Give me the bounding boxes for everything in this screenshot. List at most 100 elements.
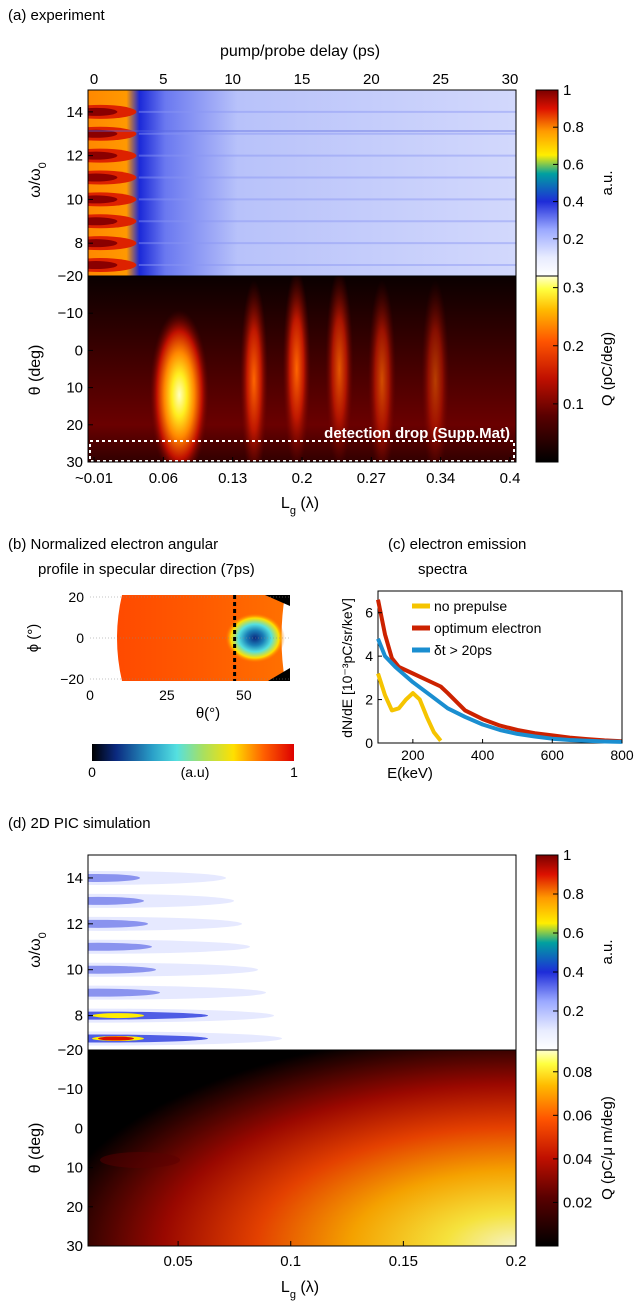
panel-a-xlabel: Lg (λ) (281, 495, 319, 517)
panel-c-label-2: spectra (418, 561, 468, 578)
cbar-tick-label: 0.2 (563, 231, 584, 248)
lower-y-tick-label: 10 (66, 380, 83, 397)
harmonic-band (88, 965, 156, 974)
harmonic-halo (88, 962, 258, 977)
panel-c-y-tick: 6 (365, 605, 373, 621)
lower-y-tick-label: −20 (58, 1042, 83, 1059)
upper-y-tick-label: 14 (66, 104, 83, 121)
panel-a-lower-ylabel: θ (deg) (27, 345, 44, 396)
cbar-tick-label: 0.1 (563, 396, 584, 413)
panel-c-x-tick: 200 (401, 747, 425, 763)
cbar-tick-label: 0.3 (563, 280, 584, 297)
upper-y-tick-label: 8 (75, 1008, 83, 1025)
bottom-tick-label: 0.2 (292, 470, 313, 487)
panel-a-colorbar-upper (535, 89, 559, 277)
top-tick-label: 30 (502, 71, 519, 88)
harmonic-halo (88, 985, 266, 1000)
harmonic-band (88, 919, 148, 928)
panel-a-label: (a) experiment (8, 7, 106, 24)
panel-b-heatmap (90, 595, 290, 681)
panel-c-ticks: 0 2 4 6 200 400 600 800 (365, 605, 634, 763)
panel-c-x-tick: 600 (541, 747, 565, 763)
bottom-tick-label: ~0.01 (75, 470, 113, 487)
panel-c-y-tick: 0 (365, 735, 373, 751)
bottom-tick-label: 0.15 (389, 1253, 418, 1270)
panel-d-charge-heatmap (88, 1050, 516, 1246)
harmonic-band (88, 988, 160, 997)
panel-b-cbar-label: (a.u) (181, 764, 210, 780)
harmonic-halo (88, 916, 242, 931)
panel-d: (d) 2D PIC simulation 14 12 10 8 −20 −10 0 10 20… (8, 815, 616, 1301)
upper-y-tick-label: 8 (75, 235, 83, 252)
harmonic-band-core (88, 217, 118, 226)
harmonic-peak-core (98, 1036, 134, 1041)
cbar-tick-label: 1 (563, 847, 571, 864)
panel-d-lower-ylabel: θ (deg) (27, 1123, 44, 1174)
panel-d-cbar-upper-label: a.u. (599, 939, 616, 964)
panel-b-x-tick: 50 (236, 687, 252, 703)
charge-maximum (149, 310, 210, 462)
top-tick-label: 5 (159, 71, 167, 88)
bottom-tick-label: 0.06 (149, 470, 178, 487)
panel-c-ylabel: dN/dE [10⁻³pC/sr/keV] (339, 598, 355, 738)
harmonic-halo (88, 939, 250, 954)
cbar-tick-label: 0.4 (563, 964, 584, 981)
cbar-tick-label: 0.06 (563, 1107, 592, 1124)
series-line-0 (376, 672, 443, 743)
panel-b-colorbar (92, 744, 294, 761)
cbar-tick-label: 0.04 (563, 1151, 592, 1168)
top-tick-label: 10 (224, 71, 241, 88)
panel-c-y-tick: 2 (365, 692, 373, 708)
harmonic-band-core (88, 173, 118, 182)
panel-b-y-tick: 0 (76, 630, 84, 646)
panel-c-label-1: (c) electron emission (388, 536, 526, 553)
lower-y-tick-label: −20 (58, 268, 83, 285)
panel-b-label-1: (b) Normalized electron angular (8, 536, 218, 553)
panel-d-colorbar-ticks: 1 0.8 0.6 0.4 0.2 0.08 0.06 0.04 0.02 (553, 847, 592, 1211)
harmonic-peak (92, 1013, 144, 1019)
bottom-tick-label: 0.2 (506, 1253, 527, 1270)
panel-a-top-axis-label: pump/probe delay (ps) (220, 43, 380, 60)
charge-maximum (368, 280, 396, 462)
panel-d-spectrum-heatmap (88, 855, 516, 1050)
lower-y-tick-label: 0 (75, 342, 83, 359)
panel-d-bottom-ticks: 0.05 0.1 0.15 0.2 (164, 1241, 527, 1270)
top-tick-label: 25 (432, 71, 449, 88)
panel-b: (b) Normalized electron angular profile … (8, 536, 298, 780)
panel-a-cbar-upper-label: a.u. (599, 170, 616, 195)
panel-c-xlabel: E(keV) (387, 765, 433, 782)
panel-d-colorbar-upper (535, 854, 559, 1051)
lower-y-tick-label: 20 (66, 1199, 83, 1216)
panel-a-bottom-ticks: ~0.01 0.06 0.13 0.2 0.27 0.34 0.4 (75, 457, 520, 487)
harmonic-band-core (88, 239, 118, 248)
legend-label: optimum electron (434, 620, 541, 636)
panel-b-y-tick: −20 (60, 671, 84, 687)
panel-d-left-ticks: 14 12 10 8 −20 −10 0 10 20 30 (58, 870, 93, 1255)
upper-y-tick-label: 12 (66, 916, 83, 933)
bottom-tick-label: 0.34 (426, 470, 455, 487)
series-line-2 (376, 638, 623, 744)
panel-b-x-tick: 25 (159, 687, 175, 703)
lower-y-tick-label: −10 (58, 305, 83, 322)
panel-a-cbar-lower-label: Q (pC/deg) (599, 332, 616, 406)
cbar-tick-label: 0.8 (563, 886, 584, 903)
lower-y-tick-label: 30 (66, 454, 83, 471)
panel-a-spectrum-heatmap (88, 90, 516, 276)
legend-label: no prepulse (434, 598, 507, 614)
panel-c-plot-area (377, 590, 623, 744)
cbar-tick-label: 0.2 (563, 1003, 584, 1020)
bottom-tick-label: 0.4 (500, 470, 521, 487)
upper-y-tick-label: 10 (66, 962, 83, 979)
panel-a-colorbar-ticks: 1 0.8 0.6 0.4 0.2 0.3 0.2 0.1 (553, 82, 584, 413)
panel-a-left-ticks: 14 12 10 8 −20 −10 0 10 20 30 (58, 104, 93, 471)
panel-b-ylabel: ϕ (°) (25, 624, 42, 653)
harmonic-band-core (88, 261, 118, 270)
lower-y-tick-label: 30 (66, 1238, 83, 1255)
cbar-tick-label: 0.4 (563, 194, 584, 211)
upper-y-tick-label: 12 (66, 148, 83, 165)
cbar-tick-label: 1 (563, 82, 571, 99)
harmonic-band (88, 942, 152, 951)
panel-c-x-tick: 400 (471, 747, 495, 763)
panel-a-top-ticks: 0 5 10 15 20 25 30 (90, 71, 519, 95)
panel-a-colorbar-lower (535, 275, 559, 463)
